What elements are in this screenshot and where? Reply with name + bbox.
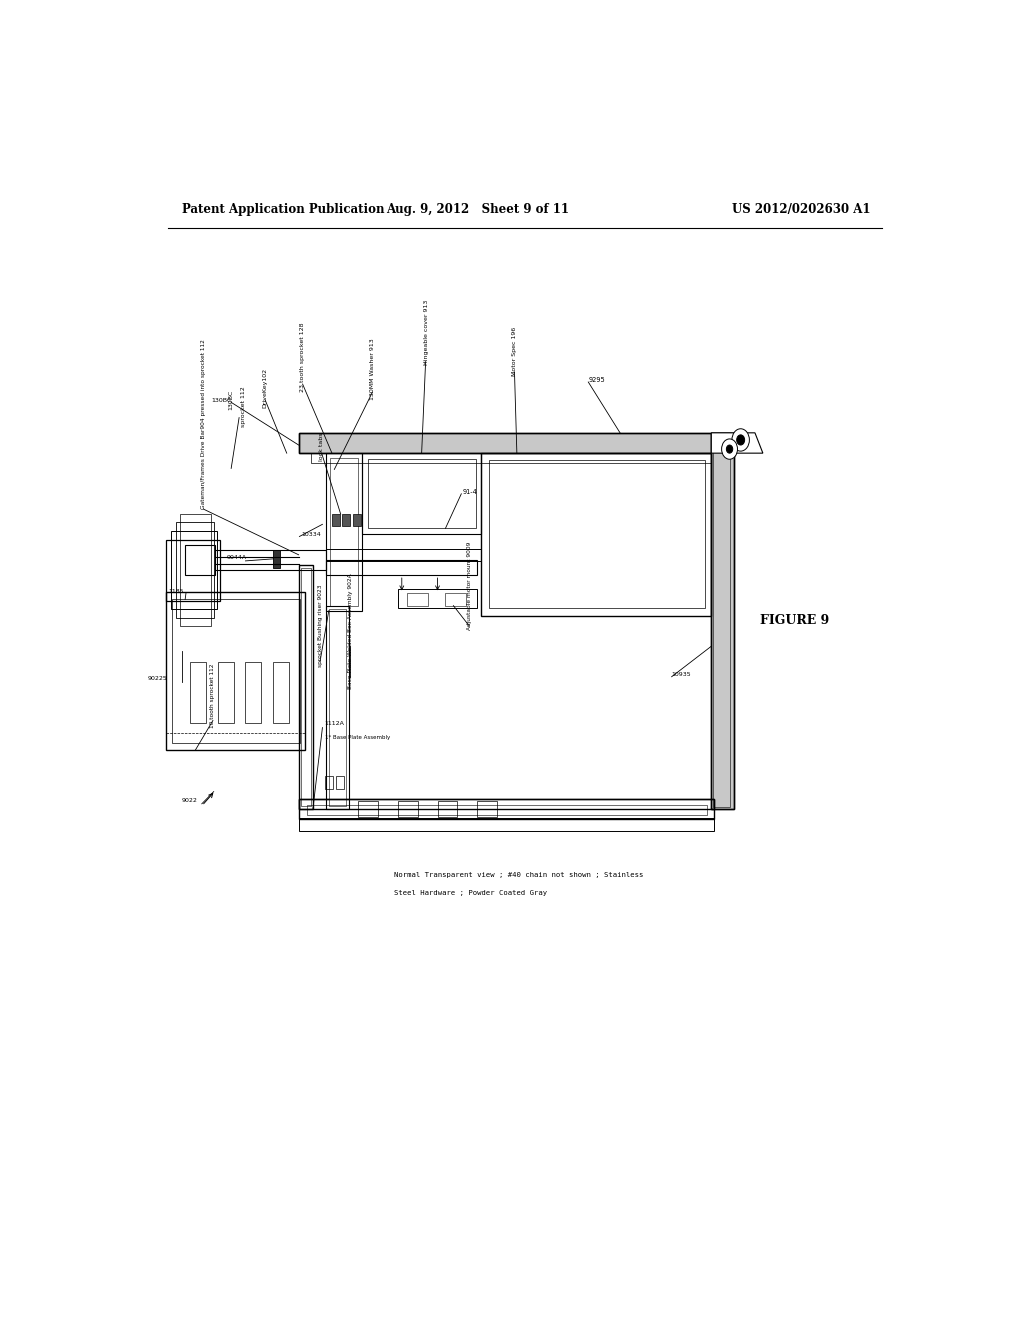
Text: Steel Hardware ; Powder Coated Gray: Steel Hardware ; Powder Coated Gray — [394, 890, 547, 896]
Bar — [306, 805, 708, 814]
Text: 10334: 10334 — [301, 532, 321, 537]
Bar — [299, 818, 714, 832]
Text: 130BC: 130BC — [211, 397, 231, 403]
Text: 23 tooth sprocket 128: 23 tooth sprocket 128 — [300, 322, 305, 392]
Bar — [489, 461, 705, 607]
Bar — [246, 661, 261, 722]
Text: 9295: 9295 — [589, 378, 606, 383]
Text: 10935: 10935 — [672, 672, 691, 677]
Bar — [342, 513, 350, 527]
Text: 9044A: 9044A — [227, 556, 247, 561]
Bar — [185, 545, 215, 576]
Text: Aug. 9, 2012   Sheet 9 of 11: Aug. 9, 2012 Sheet 9 of 11 — [386, 203, 568, 216]
Bar — [368, 459, 475, 528]
Bar — [180, 513, 211, 626]
Bar — [166, 540, 220, 601]
Text: 91-4: 91-4 — [463, 488, 478, 495]
Bar — [713, 434, 730, 807]
Text: sprocket Bushing riser 9023: sprocket Bushing riser 9023 — [318, 585, 324, 667]
Bar — [477, 801, 497, 817]
Text: lock tabs: lock tabs — [319, 433, 325, 461]
Bar — [325, 776, 333, 788]
Circle shape — [726, 445, 733, 453]
Bar — [299, 433, 731, 453]
Text: 9022: 9022 — [182, 799, 198, 804]
Text: 130BC: 130BC — [228, 391, 233, 411]
Bar — [299, 799, 714, 818]
Bar — [352, 513, 360, 527]
Bar — [332, 513, 340, 527]
Bar — [712, 433, 733, 809]
Bar — [336, 776, 344, 788]
Text: Gateman/Frames Drive Bar904 pressed into sprocket 112: Gateman/Frames Drive Bar904 pressed into… — [201, 339, 206, 510]
Text: 10 tooth sprocket 112: 10 tooth sprocket 112 — [210, 663, 215, 727]
Bar — [327, 560, 477, 576]
Bar — [362, 453, 481, 535]
Bar — [397, 801, 418, 817]
Text: 90225: 90225 — [147, 676, 168, 681]
Bar — [299, 433, 731, 453]
Bar — [408, 594, 428, 606]
Text: FIGURE 9: FIGURE 9 — [760, 614, 829, 627]
Text: Hingeable cover 913: Hingeable cover 913 — [424, 300, 429, 364]
Bar — [329, 609, 346, 805]
Bar — [437, 801, 458, 817]
Bar — [218, 661, 233, 722]
Text: sprocket 112: sprocket 112 — [241, 385, 246, 426]
Circle shape — [736, 434, 744, 445]
Text: Motor Spec 196: Motor Spec 196 — [512, 326, 517, 376]
Bar — [327, 453, 362, 611]
Text: Adjustable motor mount 9009: Adjustable motor mount 9009 — [467, 541, 472, 630]
Bar — [301, 568, 310, 805]
Bar — [397, 589, 477, 607]
Polygon shape — [712, 433, 763, 453]
Text: US 2012/0202630 A1: US 2012/0202630 A1 — [731, 203, 870, 216]
Bar — [331, 458, 358, 606]
Bar — [273, 661, 289, 722]
Bar — [166, 593, 305, 750]
Bar — [299, 799, 714, 809]
Text: Normal Transparent view ; #40 chain not shown ; Stainless: Normal Transparent view ; #40 chain not … — [394, 873, 643, 878]
Bar — [189, 661, 206, 722]
Bar — [310, 453, 716, 463]
Bar — [712, 433, 733, 809]
Text: 1* Base Plate Assembly: 1* Base Plate Assembly — [325, 735, 390, 741]
Bar — [481, 453, 712, 615]
Bar — [358, 801, 378, 817]
Text: 1185: 1185 — [168, 589, 183, 594]
Bar — [327, 549, 481, 561]
Circle shape — [722, 440, 737, 459]
Bar — [215, 549, 327, 570]
Bar — [445, 594, 466, 606]
Bar — [273, 549, 280, 568]
Text: DriveKey102: DriveKey102 — [263, 368, 268, 408]
Text: Patent Application Publication: Patent Application Publication — [182, 203, 384, 216]
Bar — [172, 598, 300, 743]
Text: 130MM Washer 913: 130MM Washer 913 — [370, 338, 375, 400]
Bar — [171, 532, 217, 609]
Bar — [327, 606, 348, 809]
Bar — [299, 565, 313, 809]
Bar — [176, 523, 214, 618]
Text: 1112A: 1112A — [325, 721, 345, 726]
Circle shape — [732, 429, 750, 451]
Text: Base Plate Welded Box Assembly 902A: Base Plate Welded Box Assembly 902A — [348, 573, 352, 689]
